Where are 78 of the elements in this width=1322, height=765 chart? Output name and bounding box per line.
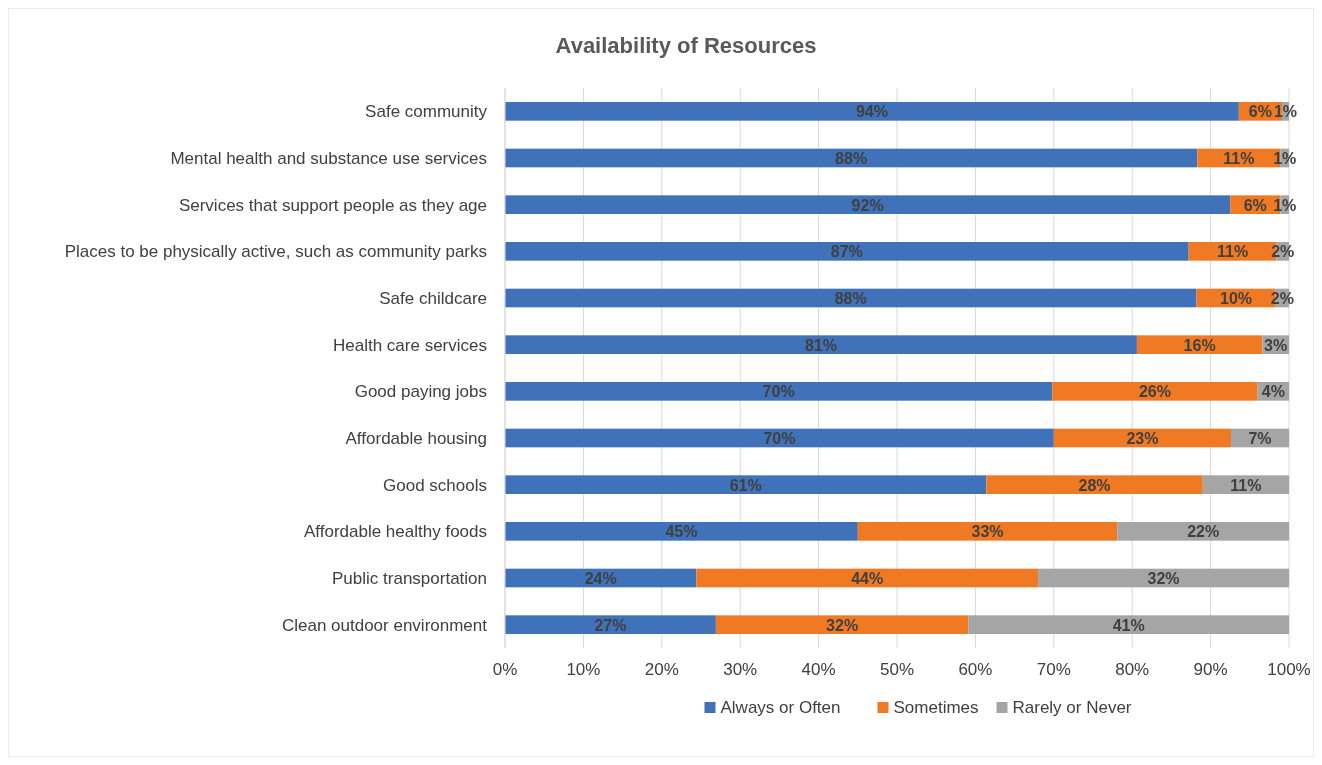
bar <box>505 335 1137 354</box>
data-label: 26% <box>1138 383 1171 401</box>
data-label: 32% <box>1147 570 1180 587</box>
bar <box>1136 335 1263 354</box>
data-label: 32% <box>826 616 859 634</box>
data-label: 33% <box>971 523 1004 541</box>
data-label: 3% <box>1264 336 1288 354</box>
legend-label: Rarely or Never <box>1012 698 1132 717</box>
legend-label: Sometimes <box>893 698 979 717</box>
data-label: 4% <box>1261 383 1285 401</box>
data-label: 11% <box>1223 150 1255 167</box>
bar <box>968 615 1289 634</box>
data-label: 27% <box>594 616 627 634</box>
bar <box>1052 382 1258 401</box>
y-tick-label: Health care services <box>332 335 487 355</box>
data-label: 45% <box>665 523 698 541</box>
bar <box>505 382 1053 401</box>
x-tick-label: 90% <box>1193 660 1228 679</box>
data-label: 87% <box>830 243 863 261</box>
bar <box>505 522 858 541</box>
x-tick-label: 50% <box>879 660 915 679</box>
data-label: 6% <box>1243 196 1267 214</box>
x-tick-label: 0% <box>492 660 518 679</box>
y-tick-label: Safe childcare <box>379 289 487 308</box>
y-tick-label: Good schools <box>383 475 487 495</box>
data-label: 92% <box>851 196 884 214</box>
data-label: 22% <box>1187 523 1220 541</box>
bar <box>505 475 987 494</box>
data-label: 24% <box>584 570 617 587</box>
data-label: 70% <box>763 430 796 447</box>
y-tick-label: Affordable healthy foods <box>303 522 487 542</box>
data-label: 16% <box>1183 336 1216 354</box>
bar <box>505 195 1231 214</box>
x-tick-label: 80% <box>1115 660 1150 679</box>
data-label: 88% <box>834 290 867 307</box>
data-label: 11% <box>1230 476 1262 494</box>
y-tick-label: Public transportation <box>332 569 487 588</box>
y-tick-label: Mental health and substance use services <box>170 149 487 168</box>
bar <box>696 568 1039 588</box>
bar <box>505 288 1197 308</box>
data-label: 81% <box>804 336 837 354</box>
data-label: 41% <box>1112 616 1145 634</box>
x-tick-label: 30% <box>723 660 758 679</box>
legend-label: Always or Often <box>720 698 841 717</box>
data-label: 10% <box>1220 290 1253 307</box>
y-tick-label: Services that support people as they age <box>178 195 487 215</box>
y-tick-label: Places to be physically active, such as community parks <box>64 242 487 262</box>
bar <box>1117 522 1289 541</box>
data-label: 7% <box>1248 430 1272 447</box>
x-tick-label: 40% <box>801 660 836 679</box>
data-label: 70% <box>762 383 795 401</box>
data-label: 61% <box>729 476 762 494</box>
bar <box>505 615 716 634</box>
x-tick-label: 100% <box>1267 660 1311 679</box>
bar <box>505 242 1189 261</box>
bar <box>505 102 1239 121</box>
data-label: 23% <box>1126 430 1159 447</box>
data-label: 28% <box>1078 476 1111 494</box>
bar <box>986 475 1203 494</box>
x-tick-label: 60% <box>958 660 993 679</box>
bar <box>857 522 1118 541</box>
x-tick-label: 70% <box>1036 660 1071 679</box>
y-tick-label: Clean outdoor environment <box>281 615 488 635</box>
y-tick-label: Safe community <box>365 102 488 122</box>
data-label: 94% <box>855 103 888 121</box>
data-label: 44% <box>851 570 884 587</box>
data-label: 6% <box>1248 103 1272 121</box>
y-tick-label: Affordable housing <box>345 429 487 448</box>
x-tick-label: 10% <box>566 660 601 679</box>
bar <box>1038 568 1289 588</box>
bar <box>505 428 1054 448</box>
data-label: 11% <box>1216 243 1249 261</box>
chart-title: Availability of Resources <box>555 33 817 58</box>
x-tick-label: 20% <box>644 660 679 679</box>
data-label: 88% <box>835 150 868 167</box>
y-tick-label: Good paying jobs <box>354 382 487 402</box>
bar <box>715 615 969 634</box>
bar <box>505 148 1198 168</box>
